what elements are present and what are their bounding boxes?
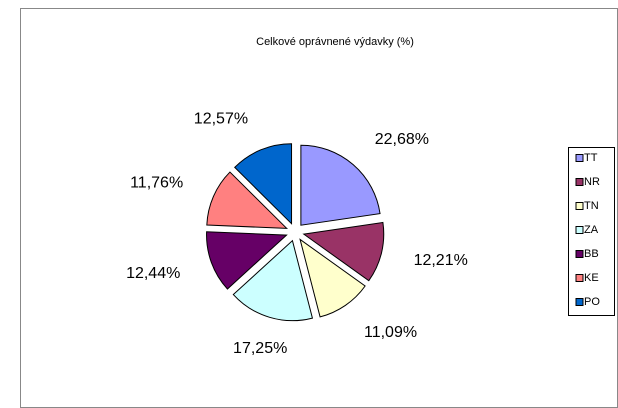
legend-swatch: [575, 202, 584, 210]
legend-swatch: [575, 178, 584, 186]
legend-label: ZA: [584, 224, 599, 236]
data-label: 17,25%: [233, 340, 287, 357]
pie-slice: [299, 238, 366, 318]
legend-swatch: [575, 274, 584, 282]
legend-swatch: [575, 250, 584, 258]
legend-label: TT: [584, 152, 598, 164]
pie-slice: [206, 171, 289, 229]
legend-swatch: [575, 298, 584, 306]
data-label: 11,09%: [364, 324, 417, 341]
data-label: 12,21%: [414, 252, 468, 269]
pie-slice: [300, 144, 381, 226]
legend-swatch: [575, 226, 584, 234]
legend-label: PO: [584, 296, 600, 308]
data-label: 12,44%: [126, 265, 180, 282]
legend-label: KE: [584, 272, 599, 284]
pie-slice: [232, 239, 314, 322]
legend-label: BB: [584, 248, 599, 260]
legend-label: TN: [584, 200, 599, 212]
legend-label: NR: [584, 176, 600, 188]
data-label: 22,68%: [375, 131, 429, 148]
pie-slice: [234, 143, 293, 225]
pie-slice: [302, 221, 385, 282]
data-label: 11,76%: [130, 174, 183, 191]
data-label: 12,57%: [194, 111, 248, 128]
pie-slice: [206, 231, 288, 290]
legend-swatch: [575, 154, 584, 162]
chart-title: Celkové oprávnené výdavky (%): [256, 36, 414, 48]
